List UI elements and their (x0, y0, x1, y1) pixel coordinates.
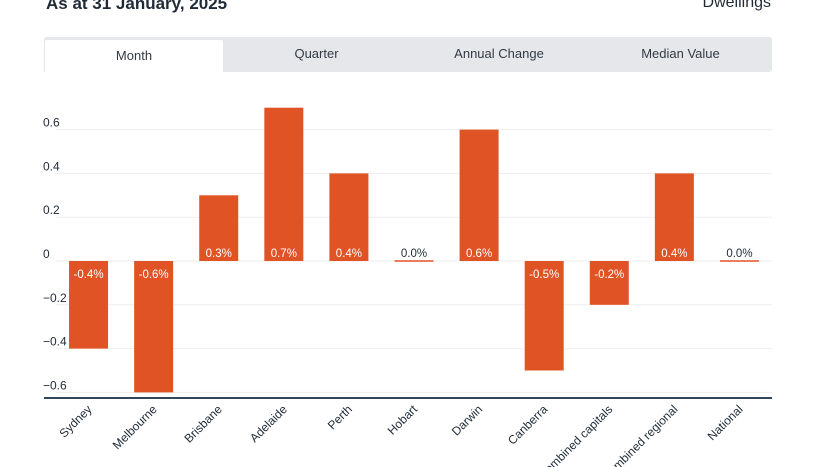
data-label: 0.7% (271, 248, 297, 260)
data-label: 0.4% (661, 248, 687, 260)
as-at-date: As at 31 January, 2025 (46, 0, 228, 13)
y-tick-label: −0.4 (43, 335, 67, 349)
x-category-label: Adelaide (247, 402, 290, 445)
bar[interactable] (589, 261, 629, 305)
data-labels: -0.4% -0.6% 0.3% 0.7% 0.4% 0.0% 0.6% -0.5% -0.2%… (74, 248, 753, 281)
data-label: 0.0% (726, 248, 752, 260)
bar[interactable] (524, 261, 564, 371)
x-category-label: Hobart (385, 402, 421, 438)
data-label: 0.0% (401, 248, 427, 260)
y-tick-label: −0.2 (43, 291, 67, 305)
data-label: -0.4% (74, 269, 104, 281)
data-label: -0.5% (529, 269, 559, 281)
x-category-label: Darwin (449, 402, 485, 438)
y-tick-label: −0.6 (43, 378, 67, 392)
x-category-label: Perth (325, 402, 355, 432)
bars (69, 107, 759, 393)
gridlines (56, 129, 772, 393)
data-label: 0.3% (206, 248, 232, 260)
bar[interactable] (719, 260, 759, 262)
bar[interactable] (264, 107, 304, 261)
tab-quarter[interactable]: Quarter (294, 46, 339, 61)
bar[interactable] (459, 129, 499, 261)
data-label: 0.6% (466, 248, 492, 260)
x-axis-categories: Sydney Melbourne Brisbane Adelaide Perth Hoba… (56, 402, 745, 467)
y-tick-label: 0 (43, 247, 50, 261)
tab-median-value[interactable]: Median Value (641, 46, 720, 61)
tab-month[interactable]: Month (44, 39, 224, 72)
period-tabs: Month Quarter Annual Change Median Value (44, 37, 772, 72)
x-category-label: Sydney (56, 402, 94, 440)
bar[interactable] (134, 261, 174, 393)
x-category-label: National (705, 402, 746, 443)
property-type-label: Dwellings (702, 0, 771, 11)
x-category-label: Canberra (505, 402, 551, 448)
data-label: -0.2% (594, 269, 624, 281)
x-category-label: Brisbane (181, 402, 225, 446)
data-label: 0.4% (336, 248, 362, 260)
bar[interactable] (69, 261, 109, 349)
tab-annual-change[interactable]: Annual Change (454, 46, 544, 61)
bar[interactable] (654, 173, 694, 261)
x-category-label: Melbourne (110, 402, 160, 452)
y-tick-label: 0.6 (43, 116, 60, 130)
bar[interactable] (199, 195, 239, 261)
bar[interactable] (329, 173, 369, 261)
y-axis-ticks: 0.6 0.4 0.2 0 −0.2 −0.4 −0.6 (43, 116, 67, 393)
data-label: -0.6% (139, 269, 169, 281)
y-tick-label: 0.2 (43, 203, 60, 217)
y-tick-label: 0.4 (43, 159, 60, 173)
bar[interactable] (394, 260, 434, 262)
